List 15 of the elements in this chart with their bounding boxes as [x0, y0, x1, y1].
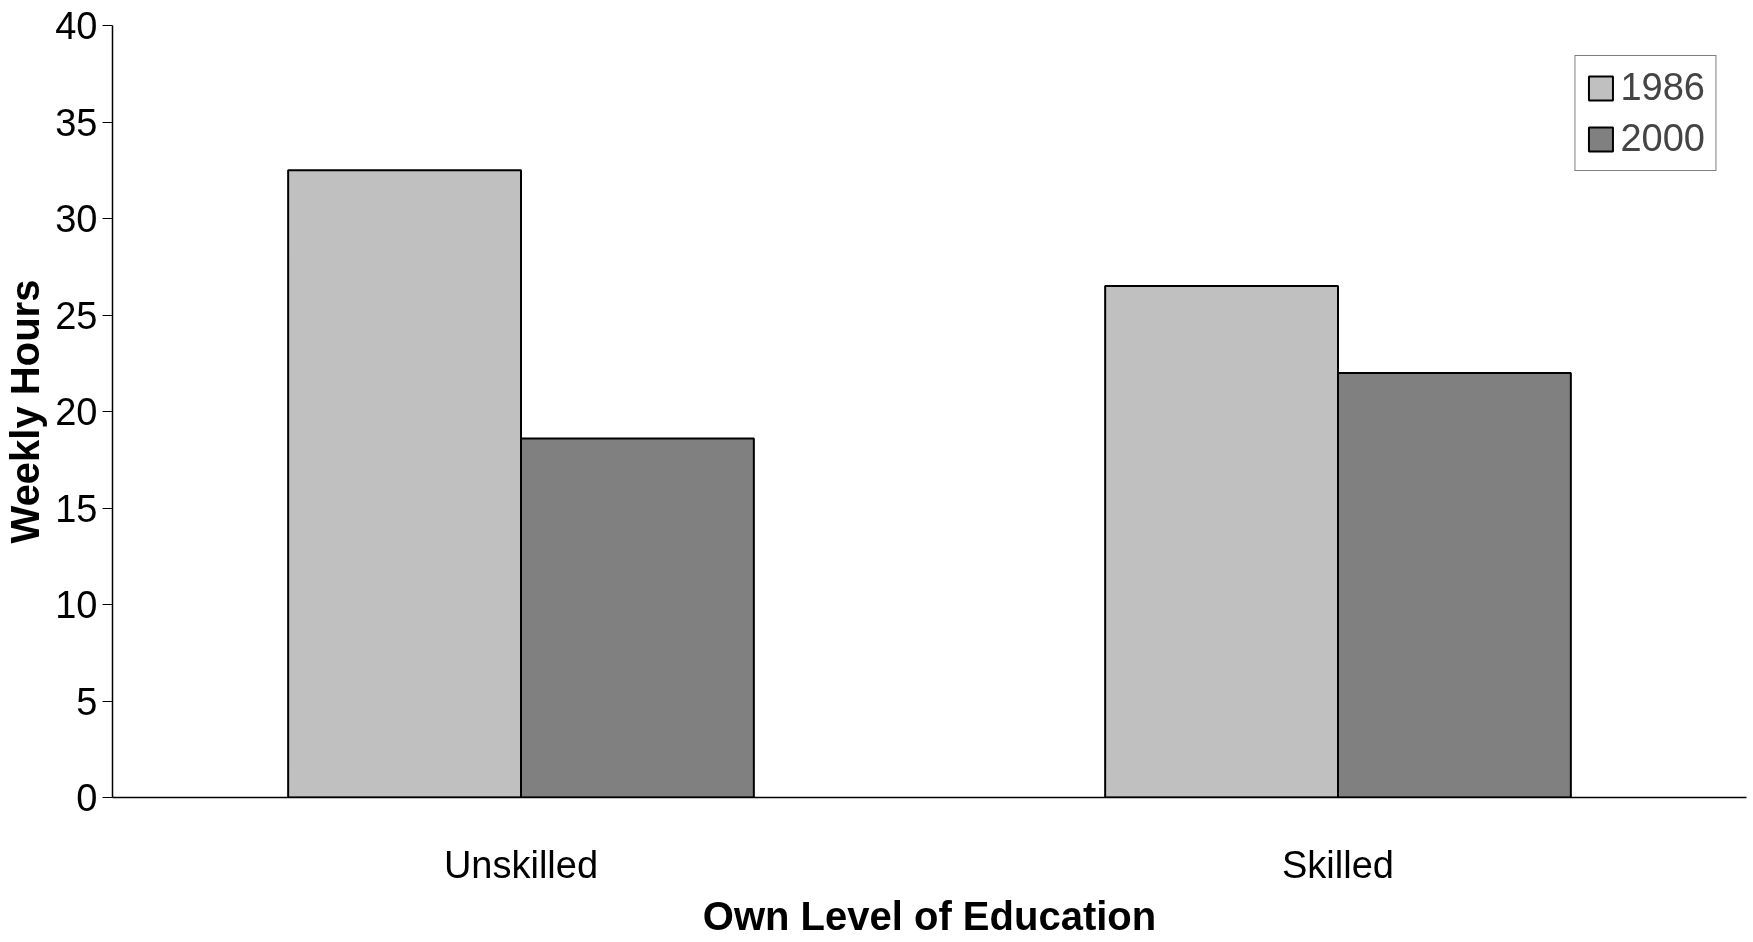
y-tick-label: 25	[55, 294, 98, 337]
x-tick-label: Skilled	[1282, 843, 1394, 886]
legend-label: 1986	[1620, 66, 1705, 109]
y-tick-label: 40	[55, 5, 98, 47]
y-tick-label: 10	[55, 584, 98, 626]
y-axis-title: Weekly Hours	[3, 279, 48, 544]
y-tick-label: 5	[76, 680, 98, 723]
y-tick-label: 15	[55, 487, 98, 530]
x-tick-label: Unskilled	[443, 843, 599, 886]
y-tick-label: 20	[55, 391, 98, 433]
y-tick-label: 35	[55, 101, 98, 144]
legend-label: 2000	[1620, 117, 1705, 160]
y-tick-label: 0	[76, 777, 98, 819]
y-tick-label: 30	[55, 198, 98, 240]
x-axis-title: Own Level of Education	[702, 893, 1157, 938]
